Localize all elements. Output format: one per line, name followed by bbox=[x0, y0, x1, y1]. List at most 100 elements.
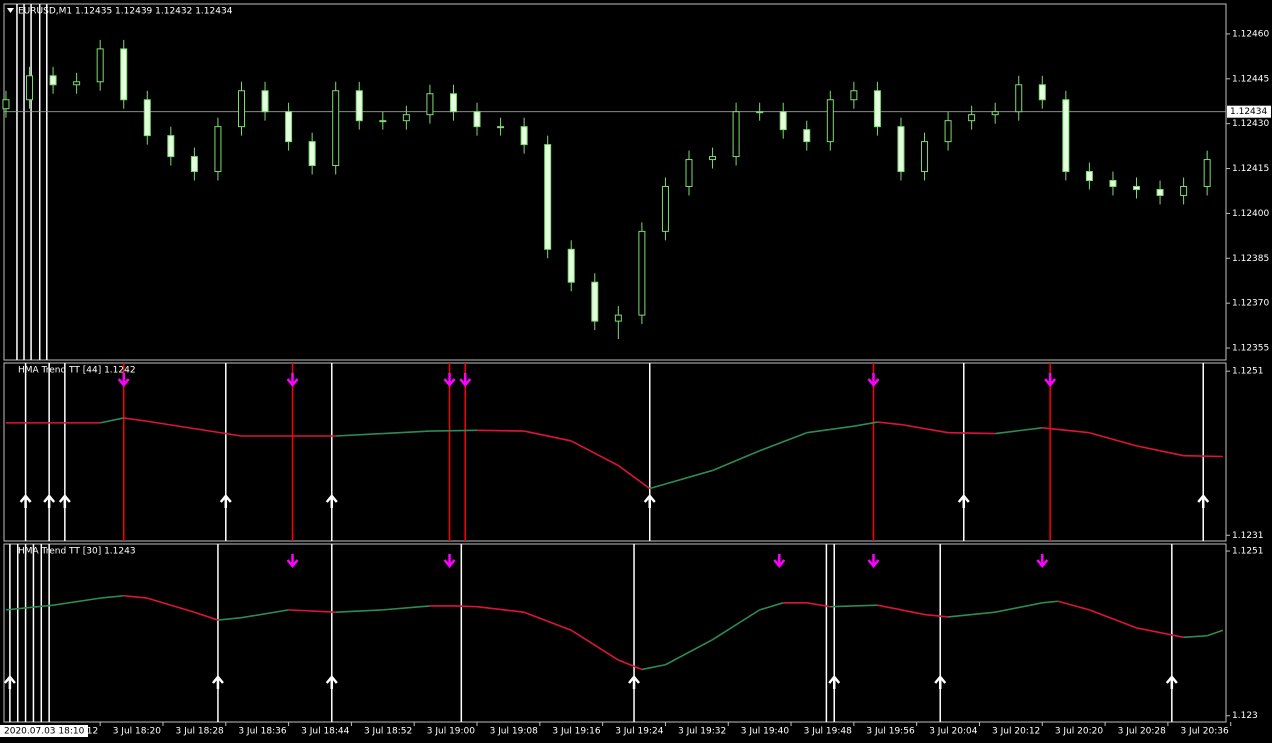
hma-segment bbox=[429, 429, 478, 432]
hma-segment bbox=[617, 464, 651, 490]
candle-body bbox=[638, 230, 646, 316]
candle-body bbox=[73, 81, 81, 86]
down-arrow bbox=[443, 373, 456, 387]
hma-segment bbox=[1136, 445, 1184, 457]
hma-segment bbox=[52, 597, 101, 606]
down-arrow bbox=[286, 554, 299, 568]
x-tick-label: 3 Jul 19:16 bbox=[552, 727, 601, 737]
y-tick-label: 1.12385 bbox=[1232, 254, 1269, 264]
hma-segment bbox=[900, 423, 949, 434]
candle-body bbox=[426, 93, 434, 116]
hma-segment bbox=[5, 604, 54, 611]
hma-segment bbox=[806, 602, 831, 608]
hma-segment bbox=[947, 611, 996, 618]
down-arrow bbox=[867, 554, 880, 568]
hma-segment bbox=[618, 659, 643, 671]
x-tick-label: 3 Jul 18:20 bbox=[113, 727, 162, 737]
hma-segment bbox=[1042, 600, 1059, 604]
hma-segment bbox=[570, 629, 619, 661]
candle-body bbox=[402, 114, 410, 122]
hma-segment bbox=[1183, 634, 1208, 639]
hma-segment bbox=[995, 427, 1043, 435]
hma-segment bbox=[830, 605, 854, 608]
candle-body bbox=[1015, 84, 1023, 113]
hma-segment bbox=[924, 613, 949, 618]
hma-segment bbox=[100, 417, 124, 424]
y-tick-label: 1.1251 bbox=[1232, 547, 1264, 557]
candle-body bbox=[1062, 99, 1070, 173]
hma-segment bbox=[641, 663, 666, 671]
y-tick-label: 1.123 bbox=[1232, 711, 1258, 721]
candle-body bbox=[473, 111, 481, 128]
panel: 1.1251 1.1231 HMA Trend TT [44] 1.1242 bbox=[3, 362, 1264, 542]
y-tick-label: 1.12415 bbox=[1232, 164, 1269, 174]
y-tick-label: 1.12400 bbox=[1232, 209, 1269, 219]
down-arrow bbox=[286, 373, 299, 387]
hma-segment bbox=[877, 604, 925, 616]
down-arrow bbox=[867, 373, 880, 387]
hma-segment bbox=[335, 432, 383, 437]
candle-body bbox=[968, 114, 976, 122]
candle-body bbox=[826, 99, 834, 143]
x-tick-label: 3 Jul 20:04 bbox=[929, 727, 978, 737]
hma-segment bbox=[1089, 609, 1137, 629]
candle-body bbox=[897, 126, 905, 173]
hma-segment bbox=[288, 609, 336, 614]
x-tick-label: 3 Jul 19:08 bbox=[490, 727, 539, 737]
x-tick-label: 3 Jul 18:36 bbox=[238, 727, 287, 737]
down-arrow bbox=[1044, 373, 1057, 387]
hma-segment bbox=[853, 421, 878, 427]
hma-segment bbox=[1206, 629, 1224, 637]
hma-segment bbox=[147, 420, 195, 430]
price-label-box bbox=[1227, 105, 1271, 118]
candle-body bbox=[661, 185, 669, 232]
panel-title: HMA Trend TT [30] 1.1243 bbox=[18, 547, 136, 557]
candle-body bbox=[2, 99, 10, 110]
candle-body bbox=[1203, 159, 1211, 187]
candle-body bbox=[1180, 185, 1188, 196]
y-tick-label: 1.1251 bbox=[1232, 367, 1264, 377]
candle-body bbox=[567, 248, 575, 283]
hma-segment bbox=[853, 604, 878, 607]
candle-body bbox=[120, 48, 128, 101]
candle-body bbox=[520, 126, 528, 146]
hma-segment bbox=[147, 597, 195, 613]
candle-body bbox=[544, 144, 552, 250]
x-tick-label: 3 Jul 19:32 bbox=[678, 727, 726, 737]
candle-body bbox=[732, 111, 740, 158]
candle-body bbox=[685, 159, 693, 187]
up-arrow bbox=[43, 494, 56, 508]
x-tick-label: 3 Jul 20:12 bbox=[992, 727, 1040, 737]
hma-segment bbox=[194, 427, 242, 437]
x-tick-label: 3 Jul 19:00 bbox=[427, 727, 476, 737]
hma-segment bbox=[523, 430, 572, 442]
x-tick-label: 3 Jul 18:28 bbox=[176, 727, 225, 737]
candle-body bbox=[803, 129, 811, 143]
up-arrow bbox=[628, 675, 640, 689]
candle-body bbox=[379, 120, 387, 123]
x-tick-label: 3 Jul 20:20 bbox=[1055, 727, 1104, 737]
candle-body bbox=[850, 90, 858, 101]
hma-segment bbox=[453, 605, 478, 608]
down-arrow bbox=[773, 554, 786, 568]
hma-segment bbox=[100, 594, 124, 599]
down-arrow bbox=[459, 373, 472, 387]
candle-body bbox=[944, 120, 952, 143]
candle-body bbox=[261, 90, 269, 113]
up-arrow bbox=[325, 494, 338, 508]
up-arrow bbox=[3, 675, 16, 689]
hma-segment bbox=[1136, 627, 1184, 639]
hma-segment bbox=[123, 594, 148, 599]
x-tick-label: 3 Jul 19:40 bbox=[741, 727, 790, 737]
hma-segment bbox=[1057, 600, 1090, 611]
candle-body bbox=[285, 111, 293, 143]
candle-body bbox=[355, 90, 363, 122]
down-arrow bbox=[1036, 554, 1049, 568]
candle-body bbox=[214, 126, 222, 173]
hma-segment bbox=[123, 417, 148, 423]
candle-body bbox=[591, 281, 599, 322]
x-tick-label: 3 Jul 19:56 bbox=[866, 727, 915, 737]
candle-body bbox=[96, 48, 104, 83]
x-tick-label: 3 Jul 19:48 bbox=[804, 727, 853, 737]
candle-body bbox=[1085, 171, 1093, 182]
